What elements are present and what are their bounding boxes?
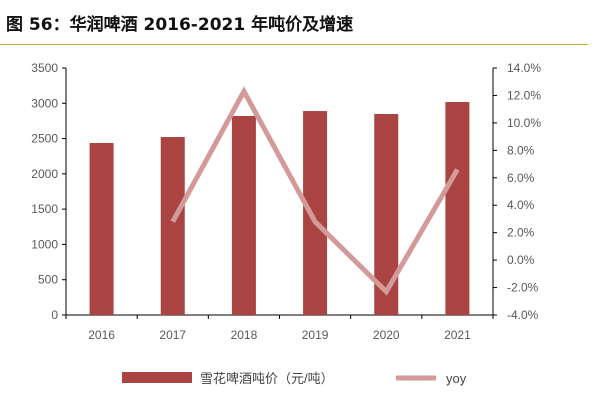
- left-tick-label: 1500: [31, 202, 58, 216]
- bar-2017: [160, 137, 185, 315]
- right-tick-label: 6.0%: [507, 171, 535, 185]
- legend-bar-label: 雪花啤酒吨价（元/吨）: [200, 371, 334, 386]
- x-tick-label: 2019: [302, 328, 329, 342]
- right-tick-label: 2.0%: [507, 226, 535, 240]
- x-tick-label: 2018: [231, 328, 258, 342]
- legend-bar-swatch: [122, 372, 192, 383]
- left-tick-label: 2000: [31, 167, 58, 181]
- left-tick-label: 3000: [31, 96, 58, 110]
- title-divider: [0, 44, 588, 45]
- right-tick-label: 14.0%: [507, 61, 541, 75]
- chart-title: 图 56：华润啤酒 2016-2021 年吨价及增速: [6, 15, 354, 35]
- bar-2018: [231, 115, 256, 315]
- right-tick-label: 0.0%: [507, 253, 535, 267]
- legend-line-label: yoy: [446, 371, 467, 386]
- right-tick-label: 4.0%: [507, 198, 535, 212]
- right-tick-label: -2.0%: [507, 281, 539, 295]
- bar-2019: [303, 111, 328, 315]
- right-tick-label: 10.0%: [507, 116, 541, 130]
- bar-2016: [89, 143, 114, 315]
- right-tick-label: 12.0%: [507, 88, 541, 102]
- x-tick-label: 2021: [444, 328, 471, 342]
- left-tick-label: 1000: [31, 237, 58, 251]
- left-tick-label: 2500: [31, 132, 58, 146]
- x-tick-label: 2017: [159, 328, 186, 342]
- bar-2021: [445, 102, 470, 315]
- x-tick-label: 2016: [88, 328, 115, 342]
- right-tick-label: -4.0%: [507, 308, 539, 322]
- left-tick-label: 3500: [31, 61, 58, 75]
- left-tick-label: 0: [51, 308, 58, 322]
- right-tick-label: 8.0%: [507, 143, 535, 157]
- left-tick-label: 500: [38, 273, 58, 287]
- x-tick-label: 2020: [373, 328, 400, 342]
